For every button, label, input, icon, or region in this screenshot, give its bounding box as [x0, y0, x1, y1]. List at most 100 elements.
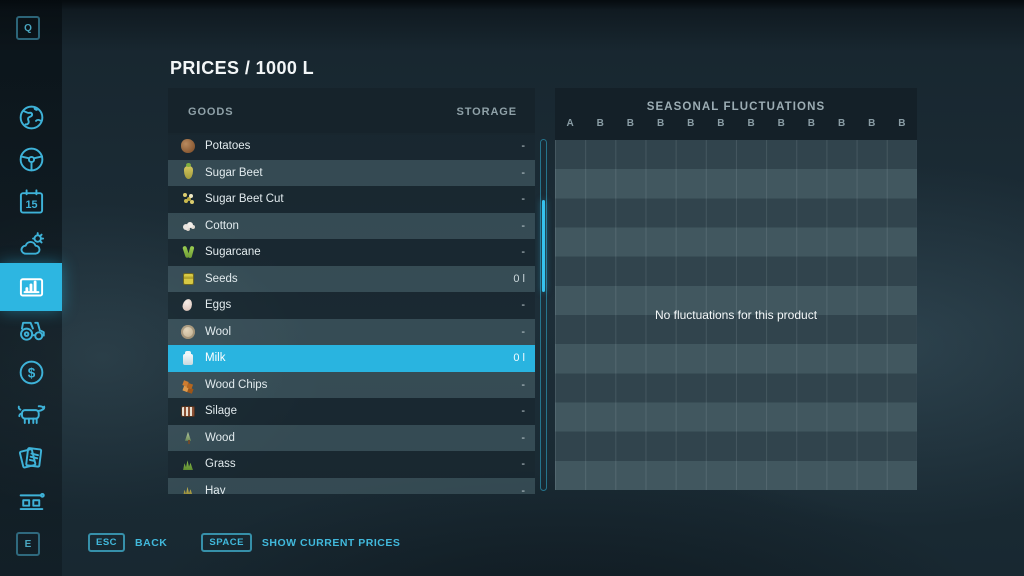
- hint-back[interactable]: ESC BACK: [88, 533, 167, 552]
- fluct-column-label: B: [868, 118, 876, 129]
- goods-name: Potatoes: [205, 140, 251, 153]
- contracts-icon: [16, 442, 47, 473]
- fluctuations-chart: No fluctuations for this product: [555, 140, 917, 490]
- sidebar-item-calendar[interactable]: 15: [0, 181, 62, 224]
- sidebar-item-steering-wheel[interactable]: [0, 139, 62, 182]
- goods-row-potatoes[interactable]: Potatoes -: [168, 133, 535, 160]
- milk-icon: [181, 351, 195, 366]
- storage-value: 0 l: [513, 352, 525, 365]
- goods-name: Cotton: [205, 219, 239, 232]
- goods-row-sugar-beet-cut[interactable]: Sugar Beet Cut -: [168, 186, 535, 213]
- storage-value: -: [521, 405, 525, 418]
- tractor-icon: [16, 314, 47, 345]
- storage-value: 0 l: [513, 272, 525, 285]
- seeds-icon: [182, 273, 194, 286]
- weather-icon: [16, 229, 47, 260]
- goods-name: Seeds: [205, 272, 238, 285]
- fluctuations-empty-message: No fluctuations for this product: [654, 308, 818, 322]
- goods-name: Milk: [205, 352, 226, 365]
- sugar-beet-icon: [183, 163, 193, 180]
- goods-name: Wool: [205, 325, 231, 338]
- sidebar-nav: 15 $: [0, 96, 62, 521]
- sidebar-item-production-chains[interactable]: [0, 479, 62, 522]
- cotton-icon: [181, 219, 195, 233]
- goods-name: Sugar Beet: [205, 166, 263, 179]
- wool-icon: [181, 324, 195, 339]
- potatoes-icon: [181, 139, 195, 154]
- svg-text:15: 15: [25, 199, 37, 211]
- key-hint-q[interactable]: Q: [16, 16, 40, 40]
- storage-value: -: [521, 431, 525, 444]
- goods-name: Hay: [205, 484, 226, 494]
- globe-icon: [16, 102, 47, 133]
- key-hint-e-label: E: [24, 538, 32, 550]
- wood-chips-icon: [181, 378, 195, 392]
- page-title: PRICES / 1000 L: [170, 58, 315, 78]
- fluct-column-label: B: [717, 118, 725, 129]
- seasonal-fluctuations-panel: SEASONAL FLUCTUATIONS A B B B B B B B B B B B No fl…: [555, 88, 917, 490]
- storage-column-header: STORAGE: [456, 105, 517, 118]
- goods-row-milk[interactable]: Milk 0 l: [168, 345, 535, 372]
- goods-row-grass[interactable]: Grass -: [168, 451, 535, 478]
- fluct-column-label: B: [656, 118, 665, 129]
- goods-scrollbar[interactable]: [540, 139, 547, 491]
- fluct-column-label: B: [837, 118, 846, 129]
- sidebar-item-animals[interactable]: [0, 394, 62, 437]
- storage-value: -: [521, 140, 525, 153]
- goods-row-hay[interactable]: Hay -: [168, 477, 535, 494]
- goods-panel: GOODS STORAGE Potatoes - Sugar Beet - Sugar …: [168, 88, 535, 494]
- goods-name: Silage: [205, 405, 237, 418]
- sidebar-item-statistics[interactable]: [0, 263, 62, 311]
- sidebar-item-finances[interactable]: $: [0, 351, 62, 394]
- goods-name: Grass: [205, 458, 236, 471]
- goods-row-silage[interactable]: Silage -: [168, 398, 535, 425]
- svg-text:$: $: [27, 365, 35, 380]
- sidebar-item-globe[interactable]: [0, 96, 62, 139]
- grass-icon: [181, 457, 195, 471]
- goods-name: Sugarcane: [205, 246, 261, 259]
- hint-label: SHOW CURRENT PRICES: [261, 536, 401, 549]
- fluctuations-header: SEASONAL FLUCTUATIONS A B B B B B B B B B B B: [555, 88, 917, 140]
- goods-row-eggs[interactable]: Eggs -: [168, 292, 535, 319]
- finances-icon: $: [16, 357, 47, 388]
- goods-column-header: GOODS: [188, 105, 234, 118]
- goods-row-cotton[interactable]: Cotton -: [168, 212, 535, 239]
- storage-value: -: [521, 246, 525, 259]
- goods-row-wool[interactable]: Wool -: [168, 318, 535, 345]
- goods-list: Potatoes - Sugar Beet - Sugar Beet Cut - Cotto…: [168, 133, 535, 494]
- goods-list-header: GOODS STORAGE: [168, 88, 535, 135]
- fluct-column-label: B: [626, 118, 635, 129]
- key-hint-e[interactable]: E: [16, 532, 40, 556]
- fluct-column-label: B: [898, 118, 906, 129]
- animals-icon: [16, 399, 47, 430]
- eggs-icon: [181, 298, 195, 312]
- goods-scrollbar-thumb[interactable]: [542, 200, 545, 292]
- fluct-column-label: A: [566, 118, 574, 129]
- production-chains-icon: [16, 484, 47, 515]
- fluct-column-label: B: [777, 118, 785, 129]
- sidebar-item-contracts[interactable]: [0, 436, 62, 479]
- footer-hints: ESC BACK SPACE SHOW CURRENT PRICES: [88, 533, 400, 552]
- goods-row-seeds[interactable]: Seeds 0 l: [168, 265, 535, 292]
- storage-value: -: [521, 193, 525, 206]
- goods-row-wood[interactable]: Wood -: [168, 424, 535, 451]
- fluct-column-label: B: [687, 118, 695, 129]
- goods-row-sugarcane[interactable]: Sugarcane -: [168, 239, 535, 266]
- goods-name: Sugar Beet Cut: [205, 193, 284, 206]
- sidebar-item-tractor[interactable]: [0, 309, 62, 352]
- sidebar-item-weather[interactable]: [0, 224, 62, 267]
- storage-value: -: [521, 458, 525, 471]
- hint-label: BACK: [135, 536, 168, 549]
- sidebar: Q 15 $ E: [0, 0, 62, 576]
- key-badge-esc: ESC: [88, 533, 126, 552]
- storage-value: -: [521, 378, 525, 391]
- hint-show-current-prices[interactable]: SPACE SHOW CURRENT PRICES: [201, 533, 400, 552]
- fluctuations-title: SEASONAL FLUCTUATIONS: [646, 101, 826, 113]
- sugarcane-icon: [181, 245, 195, 259]
- steering-wheel-icon: [16, 144, 47, 175]
- goods-row-wood-chips[interactable]: Wood Chips -: [168, 371, 535, 398]
- goods-row-sugar-beet[interactable]: Sugar Beet -: [168, 159, 535, 186]
- storage-value: -: [521, 166, 525, 179]
